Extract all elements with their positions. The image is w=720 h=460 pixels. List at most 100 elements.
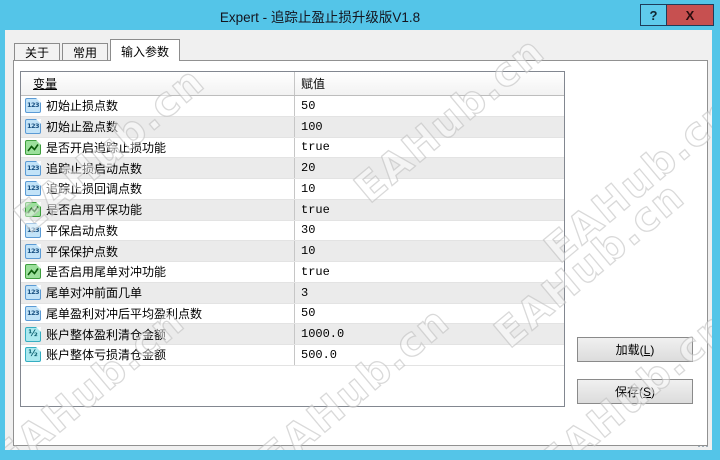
param-type-icon: 123 [25,285,41,301]
param-type-icon: ½ [25,347,41,363]
param-type-icon-glyph: 123 [26,184,40,193]
tab-inputs[interactable]: 输入参数 [110,39,181,61]
param-row[interactable]: ½ 账户整体盈利清仓金额 1000.0 [21,324,564,345]
param-value-cell[interactable]: 50 [295,96,564,116]
load-button[interactable]: 加载(L) [577,337,693,362]
chart-line-icon [27,143,39,152]
param-value-cell[interactable]: 10 [295,179,564,199]
column-header-value-label: 赋值 [301,77,326,91]
param-value-cell[interactable]: 3 [295,283,564,303]
param-value: 1000.0 [301,327,345,342]
close-icon: X [685,7,695,23]
param-row[interactable]: 是否启用平保功能 true [21,199,564,221]
param-label: 尾单对冲前面几单 [46,286,143,301]
help-button[interactable]: ? [640,4,667,26]
param-type-icon: 123 [25,222,41,238]
param-value-cell[interactable]: 50 [295,304,564,324]
param-row[interactable]: 123 尾单盈利对冲后平均盈利点数 50 [21,303,564,325]
param-type-icon-glyph: 123 [26,101,40,110]
param-label: 是否启用平保功能 [46,203,143,218]
param-type-icon: 123 [25,243,41,259]
param-row[interactable]: 是否开启追踪止损功能 true [21,137,564,159]
chart-line-icon [27,268,39,276]
save-button-accelerator: S [642,384,651,399]
param-value-cell[interactable]: 1000.0 [295,324,564,344]
save-button-label-suffix: ) [651,384,655,399]
param-variable-cell[interactable]: 123 追踪止损回调点数 [21,179,295,199]
titlebar[interactable]: Expert - 追踪止盈止损升级版V1.8 ? X [0,0,720,30]
param-row[interactable]: 是否启用尾单对冲功能 true [21,262,564,283]
param-type-icon-glyph: ½ [28,349,38,360]
param-type-icon-glyph: 123 [26,163,40,172]
param-variable-cell[interactable]: 123 平保保护点数 [21,241,295,261]
chart-line-icon [27,206,39,214]
save-button-label: 保存( [614,385,643,399]
param-value: 10 [301,244,316,259]
param-label: 是否开启追踪止损功能 [46,140,167,155]
param-type-icon: 123 [25,119,41,135]
tab-common-label: 常用 [73,46,98,60]
param-type-icon-glyph: 123 [26,246,40,255]
parameters-table: 变量 赋值 123 初始止损点数 50 123 [20,71,565,407]
param-variable-cell[interactable]: 是否启用平保功能 [21,199,295,220]
param-type-icon: 123 [25,181,41,197]
tab-about[interactable]: 关于 [14,43,61,60]
param-type-icon-glyph: 123 [26,288,40,297]
resize-grip[interactable] [698,437,709,448]
param-row[interactable]: 123 初始止盈点数 100 [21,116,564,138]
param-value-cell[interactable]: 10 [295,241,564,261]
param-type-icon [25,264,41,280]
param-value: 100 [301,119,323,134]
param-row[interactable]: 123 追踪止损启动点数 20 [21,158,564,179]
param-value: 10 [301,181,316,196]
param-variable-cell[interactable]: 123 初始止损点数 [21,96,295,116]
param-variable-cell[interactable]: ½ 账户整体盈利清仓金额 [21,324,295,344]
param-variable-cell[interactable]: ½ 账户整体亏损清仓金额 [21,345,295,365]
param-row[interactable]: 123 追踪止损回调点数 10 [21,179,564,200]
load-button-accelerator: L [643,342,651,357]
param-type-icon-glyph: ½ [28,328,38,339]
param-type-icon [25,139,41,155]
window-title: Expert - 追踪止盈止损升级版V1.8 [219,10,421,25]
save-button[interactable]: 保存(S) [577,379,693,404]
column-header-variable: 变量 [21,72,295,95]
tab-common[interactable]: 常用 [62,43,109,60]
param-value-cell[interactable]: 20 [295,158,564,178]
param-list: 123 初始止损点数 50 123 初始止盈点数 100 [21,96,564,366]
param-label: 初始止盈点数 [46,120,119,135]
param-row[interactable]: 123 平保启动点数 30 [21,220,564,242]
param-variable-cell[interactable]: 是否开启追踪止损功能 [21,137,295,158]
param-value: 20 [301,161,316,176]
param-variable-cell[interactable]: 123 初始止盈点数 [21,116,295,137]
param-row[interactable]: 123 平保保护点数 10 [21,241,564,262]
param-value: true [301,140,330,155]
param-variable-cell[interactable]: 123 追踪止损启动点数 [21,158,295,178]
param-variable-cell[interactable]: 123 尾单盈利对冲后平均盈利点数 [21,303,295,324]
param-value-cell[interactable]: 500.0 [295,345,564,365]
param-value: 50 [301,306,316,321]
param-value-cell[interactable]: true [295,138,564,158]
param-row[interactable]: 123 尾单对冲前面几单 3 [21,282,564,304]
param-type-icon-glyph: 123 [26,122,40,131]
param-variable-cell[interactable]: 是否启用尾单对冲功能 [21,262,295,282]
tab-inputs-label: 输入参数 [121,44,170,59]
param-value: true [301,202,330,217]
param-value-cell[interactable]: true [295,262,564,282]
help-icon: ? [649,7,658,23]
param-variable-cell[interactable]: 123 平保启动点数 [21,220,295,241]
param-row[interactable]: 123 初始止损点数 50 [21,96,564,117]
param-value: true [301,264,330,279]
param-label: 平保保护点数 [46,244,119,259]
param-value-cell[interactable]: true [295,200,564,220]
tab-about-label: 关于 [25,46,50,60]
close-button[interactable]: X [666,4,714,26]
load-button-label: 加载( [615,343,644,357]
param-variable-cell[interactable]: 123 尾单对冲前面几单 [21,282,295,303]
param-value-cell[interactable]: 30 [295,221,564,241]
param-type-icon: 123 [25,98,41,114]
param-label: 追踪止损回调点数 [46,182,143,197]
param-value-cell[interactable]: 100 [295,117,564,137]
param-type-icon-glyph: 123 [26,225,40,234]
param-row[interactable]: ½ 账户整体亏损清仓金额 500.0 [21,345,564,366]
